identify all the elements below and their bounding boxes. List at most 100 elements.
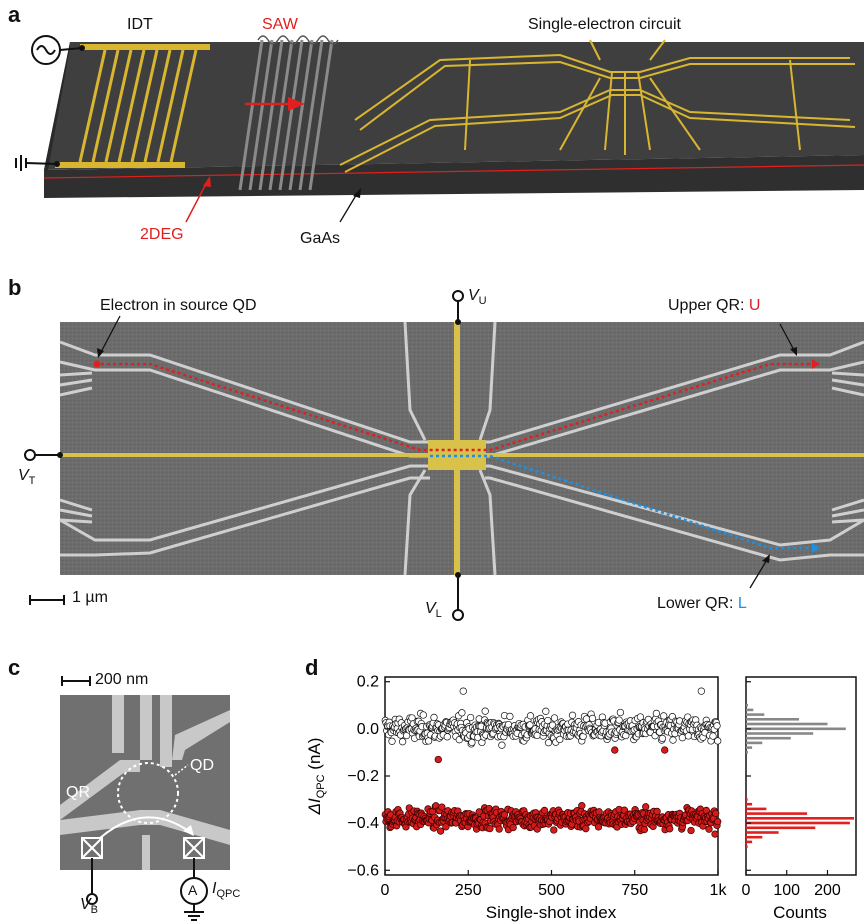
vt-label: VT — [18, 467, 35, 487]
gates — [60, 695, 230, 870]
histogram-bar — [746, 845, 748, 848]
vl-sub: L — [435, 608, 442, 621]
vb-sub: B — [90, 904, 99, 917]
y-tick-label: 0.2 — [357, 674, 379, 691]
histogram-frame — [745, 676, 857, 876]
vb-main: V — [80, 896, 91, 913]
scatter-outlier-point — [697, 687, 706, 695]
gaas-label: GaAs — [300, 230, 341, 247]
scatter-x-axis-label: Single-shot index — [486, 903, 617, 922]
vt-main: V — [18, 467, 29, 484]
scatter-point — [652, 709, 661, 718]
scatter-point — [684, 732, 693, 740]
scatter-y-axis-label: ΔIQPC (nA) — [305, 738, 327, 816]
iqpc-label: IQPC — [212, 880, 240, 900]
scatter-point — [709, 732, 717, 740]
scatter-point — [398, 738, 407, 746]
scatter-outlier-point — [434, 755, 442, 764]
histogram-bar — [746, 835, 763, 839]
scatter-point — [669, 736, 677, 744]
histogram-bar — [746, 718, 799, 721]
scatter-point — [705, 825, 713, 833]
scatter-point — [711, 830, 719, 838]
ylabel-unit: (nA) — [305, 738, 324, 775]
histogram-bar — [746, 736, 791, 740]
histogram-chart: 0 100 200 Counts — [742, 676, 857, 922]
vu-main: V — [468, 287, 479, 304]
saw-wave — [238, 39, 334, 191]
scatter-point — [506, 712, 514, 721]
scatter-point — [550, 826, 558, 834]
histogram-bar — [746, 807, 767, 811]
scatter-point — [712, 809, 720, 817]
ammeter-letter: A — [188, 882, 198, 898]
scale-bar-1um-label: 1 µm — [72, 589, 108, 606]
vl-main: V — [425, 600, 436, 617]
twodeg-label: 2DEG — [140, 226, 184, 243]
lower-qr-label: Lower QR: L — [657, 595, 747, 613]
scatter-point — [616, 708, 625, 717]
scatter-point — [636, 713, 645, 721]
ylabel-sub: QPC — [315, 774, 327, 798]
scatter-point — [666, 825, 674, 833]
qd-circle — [117, 762, 179, 824]
vb-terminal-icon — [86, 893, 98, 905]
scatter-point — [542, 707, 550, 715]
scatter-point — [660, 712, 668, 720]
scatter-y-ticks: 0.2 0.0 −0.2 −0.4 −0.6 — [347, 674, 390, 879]
ground-icon — [15, 155, 58, 171]
scatter-point — [615, 716, 623, 724]
ohmic-contacts — [81, 837, 205, 859]
scatter-point — [713, 722, 721, 730]
scatter-outlier-point — [661, 746, 669, 754]
iqpc-sub: QPC — [216, 888, 241, 901]
scatter-point — [443, 733, 451, 741]
vu-terminal-icon — [452, 290, 464, 302]
scatter-point — [594, 823, 603, 831]
histogram-bar — [746, 727, 846, 731]
scatter-point — [640, 825, 649, 834]
scatter-point — [509, 823, 517, 832]
circuit-wires — [339, 39, 856, 173]
scatter-point — [466, 713, 475, 722]
x-tick-label: 500 — [538, 882, 565, 899]
scatter-point — [430, 713, 438, 722]
histogram-bar — [746, 751, 748, 754]
vt-terminal-icon — [24, 449, 36, 461]
scatter-point — [526, 712, 535, 720]
x-tick-label: 1k — [710, 882, 728, 899]
scatter-point — [468, 738, 476, 747]
scatter-point — [458, 709, 466, 717]
idt-label: IDT — [127, 16, 153, 33]
histogram-bar — [746, 840, 753, 844]
histogram-bar — [746, 703, 748, 707]
scatter-point — [481, 707, 489, 715]
qd-label: QD — [190, 757, 214, 774]
histogram-bars — [746, 703, 854, 848]
scatter-point — [658, 734, 667, 743]
lower-qr-letter: L — [737, 595, 747, 612]
scatter-chart: 0 250 500 750 1k 0.2 0.0 −0.2 −0.4 −0.6 Single-s… — [305, 674, 728, 922]
scatter-point — [714, 737, 722, 745]
scatter-point — [540, 806, 549, 815]
scatter-point — [486, 824, 494, 833]
vl-terminal-icon — [452, 609, 464, 621]
scatter-point — [388, 737, 396, 745]
histogram-bar — [746, 817, 854, 820]
histogram-bar — [746, 812, 808, 815]
vt-sub: T — [28, 475, 36, 488]
scatter-point — [588, 714, 597, 723]
histogram-bar — [746, 826, 816, 830]
qr-label: QR — [66, 784, 90, 801]
source-qd-label: Electron in source QD — [100, 297, 257, 314]
scatter-point — [436, 827, 445, 835]
circuit-label: Single-electron circuit — [528, 16, 681, 33]
hist-x-tick-label: 0 — [742, 882, 751, 899]
histogram-bar — [746, 831, 779, 834]
scatter-point — [714, 818, 722, 826]
y-tick-label: 0.0 — [357, 721, 379, 738]
scatter-point — [678, 734, 687, 742]
scatter-point — [526, 721, 534, 729]
histogram-bar — [746, 713, 765, 716]
x-tick-label: 0 — [381, 882, 390, 899]
